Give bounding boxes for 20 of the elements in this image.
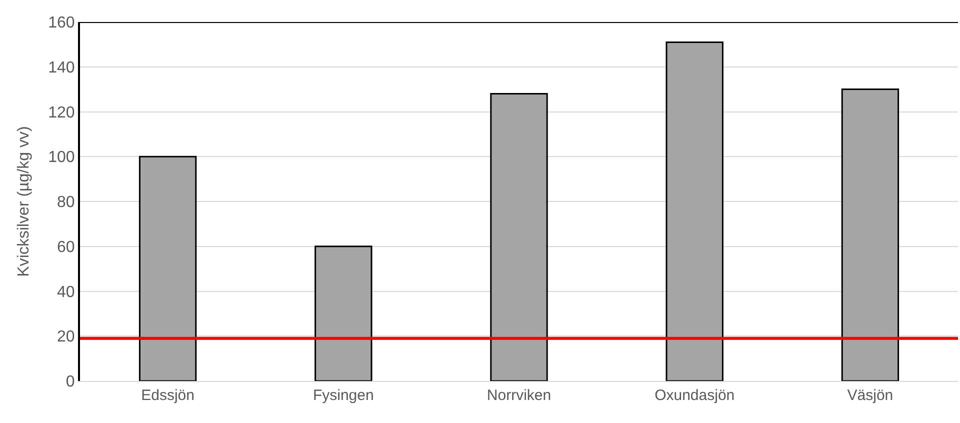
x-tick-label: Väsjön [847,387,894,404]
bar [314,246,372,381]
bar [666,41,724,381]
bar [490,93,548,381]
y-tick-label: 20 [57,328,75,346]
bar [841,88,900,381]
y-tick-label: 120 [48,104,75,122]
x-tick-label: Fysingen [312,387,374,404]
y-tick-label: 60 [57,238,75,256]
x-tick-label: Norrviken [486,387,552,404]
y-tick-label: 40 [57,284,75,301]
y-axis-title: Kvicksilver (µg/kg vv) [15,126,32,277]
y-tick-label: 160 [48,14,75,32]
bar [138,156,197,381]
x-tick-label: Edssjön [141,387,194,404]
y-tick-label: 140 [48,59,75,76]
y-tick-label: 80 [57,194,75,212]
x-tick-label: Oxundasjön [654,387,735,404]
y-tick-label: 100 [48,149,75,166]
y-tick-label: 0 [66,374,75,391]
